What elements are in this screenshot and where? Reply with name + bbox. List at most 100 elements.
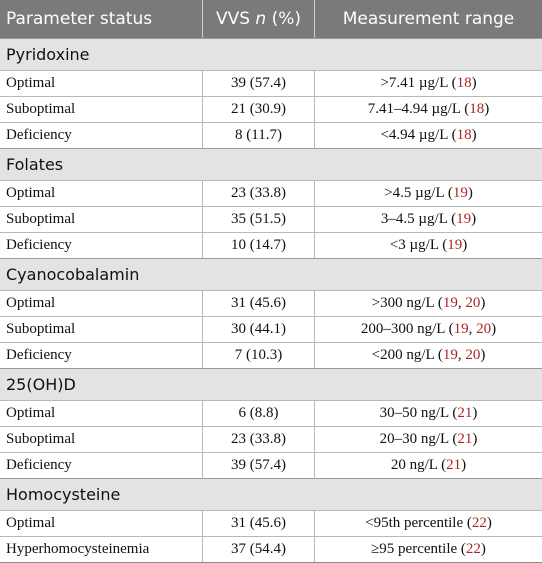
- reference-link[interactable]: 19: [456, 211, 472, 227]
- range-text: 30–50 ng/L (: [379, 405, 458, 421]
- parameter-status-cell: Suboptimal: [0, 317, 203, 342]
- reference-link[interactable]: 19: [442, 295, 458, 311]
- vvs-cell: 39 (57.4): [203, 453, 315, 478]
- reference-link[interactable]: 22: [471, 515, 487, 531]
- table-header: Parameter status VVS n (%) Measurement r…: [0, 0, 542, 38]
- vvs-cell: 21 (30.9): [203, 97, 315, 122]
- parameter-status-cell: Optimal: [0, 511, 203, 536]
- parameter-status-cell: Suboptimal: [0, 97, 203, 122]
- reference-link[interactable]: 21: [457, 405, 473, 421]
- range-text: 200–300 ng/L (: [360, 321, 454, 337]
- range-text: <4.94 µg/L (: [380, 127, 457, 143]
- header-vvs-n: n: [255, 9, 267, 29]
- range-text: ≥95 percentile (: [371, 541, 466, 557]
- parameter-status-cell: Deficiency: [0, 123, 203, 148]
- table-row: Deficiency 8 (11.7) <4.94 µg/L (18): [0, 122, 542, 148]
- vvs-cell: 37 (54.4): [203, 537, 315, 562]
- range-close-paren: ): [472, 405, 478, 421]
- table-row: Deficiency 10 (14.7) <3 µg/L (19): [0, 232, 542, 258]
- parameter-status-cell: Optimal: [0, 291, 203, 316]
- table-row: Suboptimal 35 (51.5) 3–4.5 µg/L (19): [0, 206, 542, 232]
- range-close-paren: ): [471, 75, 477, 91]
- measurement-range-cell: >300 ng/L (19, 20): [315, 291, 542, 316]
- reference-link[interactable]: 21: [446, 457, 462, 473]
- section-header: Homocysteine: [0, 478, 542, 510]
- reference-link[interactable]: 22: [465, 541, 481, 557]
- range-close-paren: ): [484, 101, 490, 117]
- parameter-status-cell: Suboptimal: [0, 427, 203, 452]
- range-close-paren: ): [491, 321, 497, 337]
- reference-link[interactable]: 18: [469, 101, 485, 117]
- range-close-paren: ): [471, 211, 477, 227]
- measurement-range-cell: <4.94 µg/L (18): [315, 123, 542, 148]
- range-close-paren: ): [471, 127, 477, 143]
- range-text: 3–4.5 µg/L (: [380, 211, 457, 227]
- range-text: <200 ng/L (: [371, 347, 443, 363]
- section-header: Cyanocobalamin: [0, 258, 542, 290]
- reference-link[interactable]: 19: [442, 347, 458, 363]
- section-header: Pyridoxine: [0, 38, 542, 70]
- measurement-range-cell: 30–50 ng/L (21): [315, 401, 542, 426]
- parameter-status-cell: Optimal: [0, 401, 203, 426]
- vvs-cell: 23 (33.8): [203, 181, 315, 206]
- section-header: 25(OH)D: [0, 368, 542, 400]
- header-vvs-prefix: VVS: [215, 9, 256, 29]
- reference-link[interactable]: 18: [456, 75, 472, 91]
- parameter-status-cell: Optimal: [0, 181, 203, 206]
- measurement-range-cell: <95th percentile (22): [315, 511, 542, 536]
- reference-link[interactable]: 19: [452, 185, 468, 201]
- range-close-paren: ): [480, 295, 486, 311]
- reference-link[interactable]: 18: [456, 127, 472, 143]
- table-row: Suboptimal 30 (44.1) 200–300 ng/L (19, 20): [0, 316, 542, 342]
- measurement-range-cell: >7.41 µg/L (18): [315, 71, 542, 96]
- table-row: Hyperhomocysteinemia 37 (54.4) ≥95 percent…: [0, 536, 542, 562]
- reference-link[interactable]: 19: [453, 321, 469, 337]
- reference-link[interactable]: 20: [465, 295, 481, 311]
- measurement-range-cell: <3 µg/L (19): [315, 233, 542, 258]
- measurement-range-cell: 3–4.5 µg/L (19): [315, 207, 542, 232]
- table-row: Optimal 23 (33.8) >4.5 µg/L (19): [0, 180, 542, 206]
- parameter-status-cell: Deficiency: [0, 343, 203, 368]
- measurement-range-cell: 20–30 ng/L (21): [315, 427, 542, 452]
- parameter-status-cell: Hyperhomocysteinemia: [0, 537, 203, 562]
- vvs-cell: 31 (45.6): [203, 291, 315, 316]
- table-row: Optimal 39 (57.4) >7.41 µg/L (18): [0, 70, 542, 96]
- reference-link[interactable]: 20: [465, 347, 481, 363]
- header-vvs: VVS n (%): [203, 0, 315, 38]
- range-text: 20 ng/L (: [390, 457, 447, 473]
- parameter-status-cell: Optimal: [0, 71, 203, 96]
- ref-separator: ,: [457, 347, 466, 363]
- ref-separator: ,: [457, 295, 466, 311]
- table-row: Optimal 31 (45.6) >300 ng/L (19, 20): [0, 290, 542, 316]
- vvs-cell: 8 (11.7): [203, 123, 315, 148]
- vvs-cell: 6 (8.8): [203, 401, 315, 426]
- range-text: 7.41–4.94 µg/L (: [367, 101, 470, 117]
- reference-link[interactable]: 21: [457, 431, 473, 447]
- parameter-status-cell: Deficiency: [0, 453, 203, 478]
- measurement-range-cell: >4.5 µg/L (19): [315, 181, 542, 206]
- ref-separator: ,: [468, 321, 477, 337]
- reference-link[interactable]: 20: [476, 321, 492, 337]
- table-body: Pyridoxine Optimal 39 (57.4) >7.41 µg/L (18…: [0, 38, 542, 562]
- table-row: Deficiency 39 (57.4) 20 ng/L (21): [0, 452, 542, 478]
- vvs-cell: 39 (57.4): [203, 71, 315, 96]
- header-vvs-suffix: (%): [266, 9, 302, 29]
- header-parameter-status: Parameter status: [0, 0, 203, 38]
- measurement-range-cell: 20 ng/L (21): [315, 453, 542, 478]
- measurement-range-cell: 200–300 ng/L (19, 20): [315, 317, 542, 342]
- table-row: Suboptimal 21 (30.9) 7.41–4.94 µg/L (18): [0, 96, 542, 122]
- range-text: >4.5 µg/L (: [384, 185, 453, 201]
- range-close-paren: ): [486, 515, 492, 531]
- section-header: Folates: [0, 148, 542, 180]
- table-row: Optimal 31 (45.6) <95th percentile (22): [0, 510, 542, 536]
- measurement-range-cell: 7.41–4.94 µg/L (18): [315, 97, 542, 122]
- range-close-paren: ): [480, 347, 486, 363]
- reference-link[interactable]: 19: [447, 237, 463, 253]
- table-row: Suboptimal 23 (33.8) 20–30 ng/L (21): [0, 426, 542, 452]
- vvs-cell: 7 (10.3): [203, 343, 315, 368]
- header-measurement-range: Measurement range: [342, 9, 515, 29]
- range-close-paren: ): [461, 457, 467, 473]
- range-text: 20–30 ng/L (: [379, 431, 458, 447]
- table-row: Optimal 6 (8.8) 30–50 ng/L (21): [0, 400, 542, 426]
